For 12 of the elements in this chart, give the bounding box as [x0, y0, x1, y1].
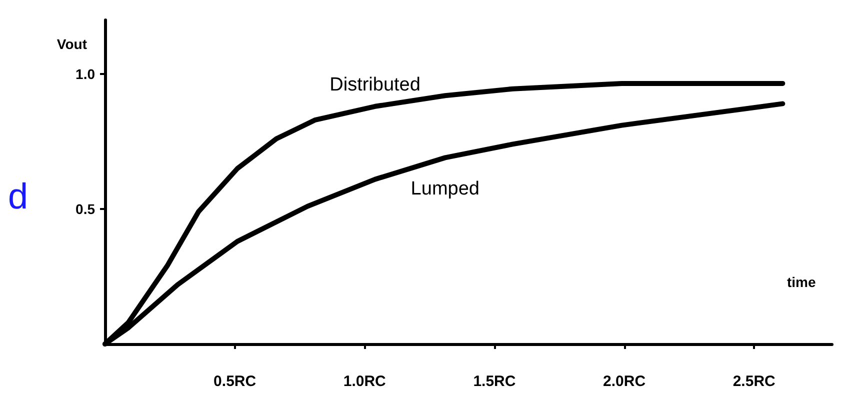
y-axis-title: Vout — [56, 36, 88, 52]
x-axis-title: time — [787, 274, 816, 290]
x-tick-label: 1.5RC — [473, 373, 516, 390]
x-tick-label: 0.5RC — [214, 373, 256, 390]
y-tick-label: 1.0 — [76, 66, 96, 82]
x-tick-label: 1.0RC — [343, 373, 386, 390]
series-label: Lumped — [410, 178, 480, 200]
x-tick-label: 2.5RC — [732, 373, 776, 390]
x-tick-label: 2.0RC — [603, 373, 646, 390]
y-tick-label: 0.5 — [76, 201, 96, 217]
series-label: Distributed — [330, 74, 420, 96]
text: d — [8, 176, 28, 216]
